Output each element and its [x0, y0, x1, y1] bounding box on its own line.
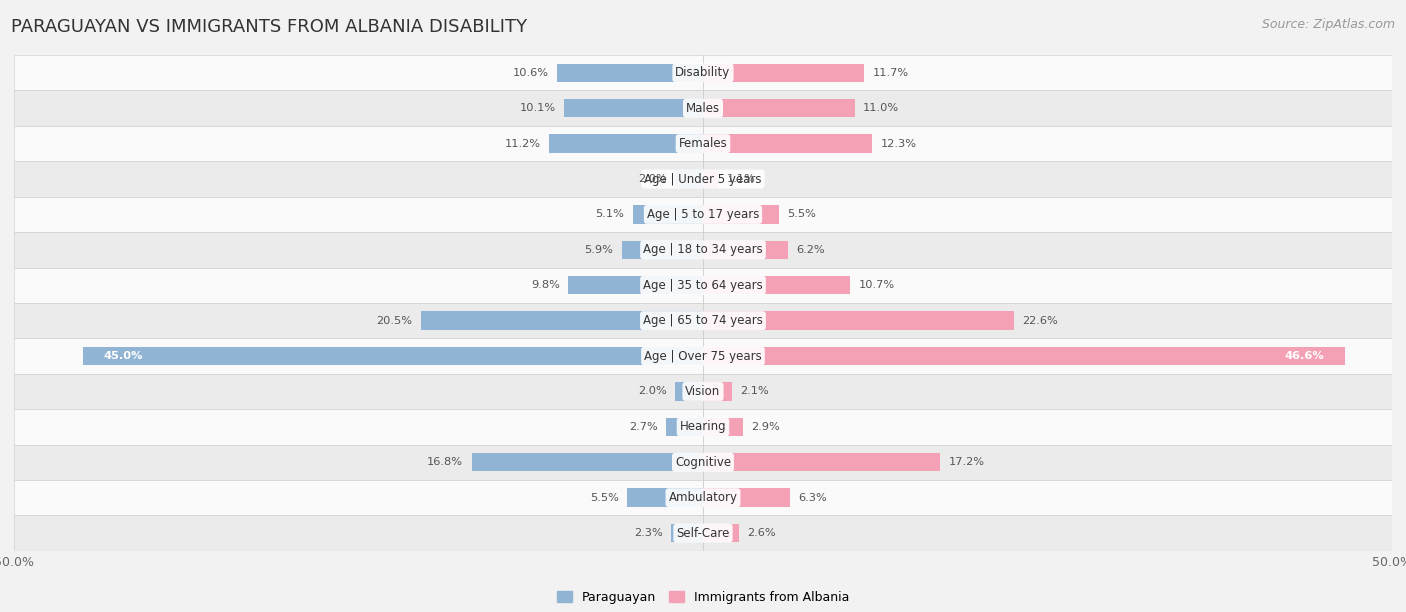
Text: PARAGUAYAN VS IMMIGRANTS FROM ALBANIA DISABILITY: PARAGUAYAN VS IMMIGRANTS FROM ALBANIA DI…	[11, 18, 527, 36]
Bar	[14, 55, 1392, 91]
Bar	[703, 488, 790, 507]
Bar	[703, 347, 1346, 365]
Bar	[14, 338, 1392, 374]
Bar	[703, 241, 789, 259]
Text: 10.1%: 10.1%	[519, 103, 555, 113]
Bar	[14, 374, 1392, 409]
Text: 20.5%: 20.5%	[377, 316, 412, 326]
Text: Age | Under 5 years: Age | Under 5 years	[644, 173, 762, 185]
Text: Ambulatory: Ambulatory	[668, 491, 738, 504]
Bar	[557, 64, 703, 82]
Bar	[14, 91, 1392, 126]
Text: Age | 35 to 64 years: Age | 35 to 64 years	[643, 278, 763, 292]
Text: 22.6%: 22.6%	[1022, 316, 1059, 326]
Text: Source: ZipAtlas.com: Source: ZipAtlas.com	[1261, 18, 1395, 31]
Bar	[14, 303, 1392, 338]
Text: 2.6%: 2.6%	[747, 528, 776, 538]
Bar	[703, 135, 873, 153]
Bar	[703, 524, 738, 542]
Text: Hearing: Hearing	[679, 420, 727, 433]
Text: Males: Males	[686, 102, 720, 114]
Bar	[703, 453, 941, 471]
Text: 2.1%: 2.1%	[740, 386, 769, 397]
Bar	[633, 205, 703, 223]
Text: 5.5%: 5.5%	[787, 209, 815, 220]
Bar	[14, 409, 1392, 444]
Text: 11.7%: 11.7%	[873, 68, 908, 78]
Bar	[14, 515, 1392, 551]
Text: 5.9%: 5.9%	[585, 245, 613, 255]
Bar	[703, 99, 855, 118]
Text: 10.7%: 10.7%	[859, 280, 894, 290]
Bar	[627, 488, 703, 507]
Bar	[703, 276, 851, 294]
Bar	[14, 162, 1392, 196]
Bar	[548, 135, 703, 153]
Text: 5.5%: 5.5%	[591, 493, 619, 502]
Text: Cognitive: Cognitive	[675, 456, 731, 469]
Bar	[14, 267, 1392, 303]
Bar	[621, 241, 703, 259]
Text: 17.2%: 17.2%	[948, 457, 984, 468]
Text: Self-Care: Self-Care	[676, 526, 730, 540]
Text: 16.8%: 16.8%	[427, 457, 463, 468]
Text: 2.3%: 2.3%	[634, 528, 664, 538]
Text: 11.0%: 11.0%	[863, 103, 898, 113]
Text: Disability: Disability	[675, 66, 731, 80]
Bar	[703, 382, 733, 401]
Text: 1.1%: 1.1%	[727, 174, 755, 184]
Bar	[83, 347, 703, 365]
Bar	[675, 382, 703, 401]
Bar	[703, 312, 1014, 330]
Legend: Paraguayan, Immigrants from Albania: Paraguayan, Immigrants from Albania	[553, 586, 853, 609]
Bar	[564, 99, 703, 118]
Bar	[14, 480, 1392, 515]
Text: 46.6%: 46.6%	[1285, 351, 1324, 361]
Bar	[568, 276, 703, 294]
Text: 12.3%: 12.3%	[880, 138, 917, 149]
Text: 2.0%: 2.0%	[638, 174, 668, 184]
Text: 11.2%: 11.2%	[505, 138, 540, 149]
Text: Age | 5 to 17 years: Age | 5 to 17 years	[647, 208, 759, 221]
Bar	[420, 312, 703, 330]
Text: 2.0%: 2.0%	[638, 386, 668, 397]
Bar	[703, 417, 742, 436]
Bar	[703, 64, 865, 82]
Text: Age | 18 to 34 years: Age | 18 to 34 years	[643, 244, 763, 256]
Text: 9.8%: 9.8%	[531, 280, 560, 290]
Bar	[14, 232, 1392, 267]
Bar	[671, 524, 703, 542]
Text: Females: Females	[679, 137, 727, 150]
Bar	[14, 444, 1392, 480]
Bar	[666, 417, 703, 436]
Text: 6.3%: 6.3%	[799, 493, 827, 502]
Text: 10.6%: 10.6%	[513, 68, 548, 78]
Text: 2.7%: 2.7%	[628, 422, 658, 432]
Text: 5.1%: 5.1%	[596, 209, 624, 220]
Bar	[14, 126, 1392, 162]
Bar	[675, 170, 703, 188]
Text: 45.0%: 45.0%	[104, 351, 143, 361]
Text: Vision: Vision	[685, 385, 721, 398]
Text: Age | Over 75 years: Age | Over 75 years	[644, 349, 762, 362]
Text: 6.2%: 6.2%	[797, 245, 825, 255]
Text: 2.9%: 2.9%	[751, 422, 780, 432]
Bar	[14, 196, 1392, 232]
Bar	[471, 453, 703, 471]
Bar	[703, 205, 779, 223]
Bar	[703, 170, 718, 188]
Text: Age | 65 to 74 years: Age | 65 to 74 years	[643, 314, 763, 327]
